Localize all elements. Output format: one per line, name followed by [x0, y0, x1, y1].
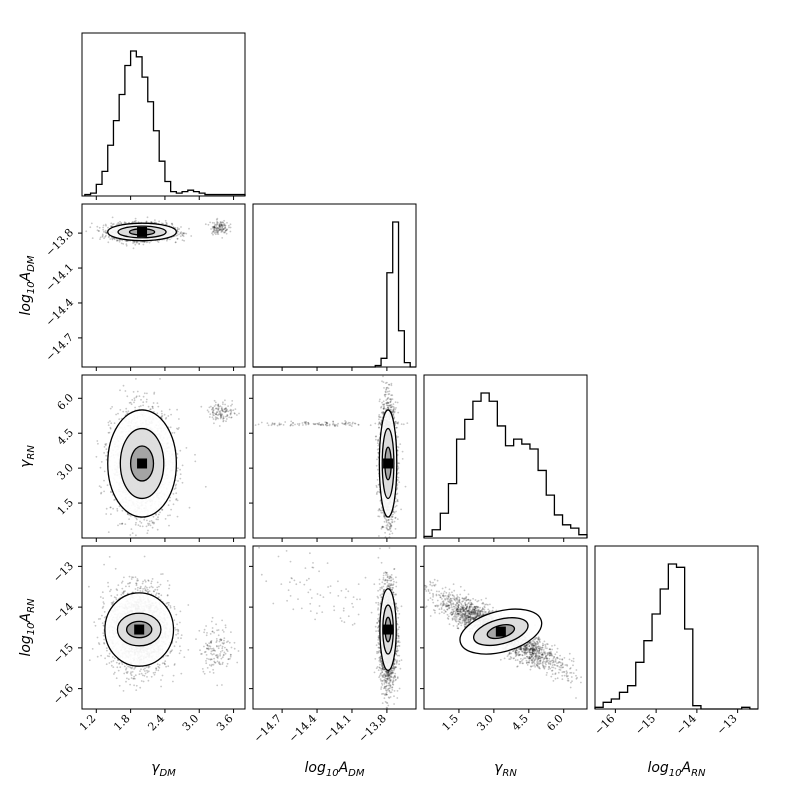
density-gamma_dm-vs-log10_adm	[85, 216, 232, 250]
histogram-step-line	[84, 50, 246, 196]
histogram-log10_arn	[594, 563, 758, 710]
panel-frame	[81, 545, 246, 710]
y-axis-label-gamma_rn: γRN	[18, 445, 37, 468]
panel-frame	[252, 545, 417, 710]
x-tick-label: 1.2	[77, 712, 99, 734]
x-tick-label: −16	[592, 712, 618, 738]
y-tick-label: −15	[51, 641, 77, 667]
density-peak	[137, 458, 148, 469]
x-tick-label: 4.5	[509, 712, 531, 734]
panel-frame	[81, 203, 246, 368]
panel-frame	[81, 374, 246, 539]
density-peak	[495, 626, 506, 637]
x-axis-label-log10_arn: log10ARN	[647, 760, 706, 779]
y-tick-label: −14.4	[43, 296, 76, 329]
x-axis-label-gamma_dm: γDM	[151, 760, 176, 779]
x-tick-label: 3.6	[214, 712, 236, 734]
y-tick-label: 3.0	[55, 461, 77, 483]
x-tick-label: −15	[633, 712, 659, 738]
histogram-gamma_rn	[423, 392, 588, 538]
x-tick-label: −14.4	[286, 712, 319, 745]
y-tick-label: 1.5	[55, 496, 77, 518]
x-tick-label: −14.1	[321, 712, 354, 745]
x-tick-label: −14.7	[251, 712, 284, 745]
density-peak	[383, 458, 394, 469]
density-gamma_dm-vs-log10_arn	[88, 555, 240, 692]
density-peak	[134, 624, 145, 635]
panel-frame	[81, 32, 246, 197]
y-tick-label: −13	[51, 559, 77, 585]
density-gamma_rn-vs-log10_arn	[424, 578, 582, 699]
histogram-step-line	[253, 221, 416, 368]
histogram-log10_adm	[253, 221, 416, 368]
y-tick-label: −14.7	[43, 331, 76, 364]
y-tick-label: 4.5	[55, 426, 77, 448]
x-tick-label: 3.0	[474, 712, 496, 734]
density-gamma_dm-vs-gamma_rn	[95, 378, 240, 538]
histogram-gamma_dm	[84, 50, 246, 196]
x-axis-label-log10_adm: log10ADM	[305, 760, 365, 779]
density-peak	[383, 624, 394, 635]
y-tick-label: −14.1	[43, 261, 76, 294]
y-axis-label-log10_adm: log10ADM	[18, 255, 37, 315]
y-tick-label: 6.0	[55, 391, 77, 413]
y-axis-label-log10_arn: log10ARN	[18, 598, 37, 657]
x-tick-label: −13.8	[356, 712, 389, 745]
panel-frame	[252, 374, 417, 539]
x-axis-label-gamma_rn: γRN	[494, 760, 517, 779]
density-log10_adm-vs-gamma_rn	[254, 375, 416, 538]
x-tick-label: 1.5	[439, 712, 461, 734]
density-peak	[137, 226, 148, 237]
x-tick-label: 2.4	[145, 712, 167, 734]
panel-frame	[252, 203, 417, 368]
density-log10_adm-vs-log10_arn	[258, 546, 403, 709]
panel-frame	[423, 545, 588, 710]
histogram-step-line	[594, 563, 758, 710]
x-tick-label: 3.0	[180, 712, 202, 734]
y-tick-label: −16	[51, 682, 77, 708]
y-tick-label: −14	[51, 600, 77, 626]
x-tick-label: −14	[673, 712, 699, 738]
histogram-step-line	[423, 392, 588, 538]
y-tick-label: −13.8	[43, 226, 76, 259]
x-tick-label: −13	[714, 712, 740, 738]
x-tick-label: 6.0	[544, 712, 566, 734]
x-tick-label: 1.8	[111, 712, 133, 734]
panel-frame	[594, 545, 759, 710]
panel-frame	[423, 374, 588, 539]
